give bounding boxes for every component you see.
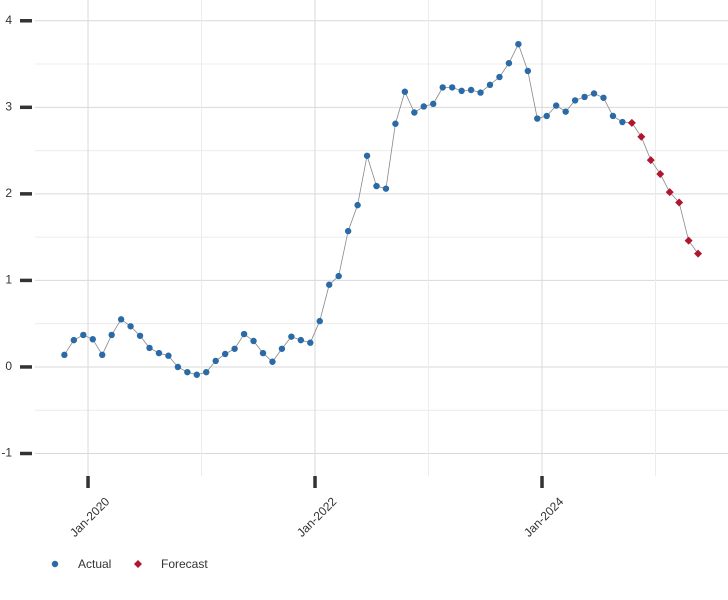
point	[572, 97, 578, 103]
legend-label: Actual	[78, 557, 111, 571]
point	[685, 237, 693, 245]
point	[694, 250, 702, 258]
point	[544, 113, 550, 119]
point	[364, 153, 370, 159]
point	[656, 170, 664, 178]
point	[175, 364, 181, 370]
x-tick-label: Jan-2022	[294, 494, 340, 540]
point	[392, 121, 398, 127]
point	[506, 60, 512, 66]
point	[307, 340, 313, 346]
y-tick-label: -1	[1, 446, 12, 460]
point	[203, 369, 209, 375]
y-tick-label: 0	[5, 359, 12, 373]
point	[90, 336, 96, 342]
point	[515, 41, 521, 47]
x-tick-label: Jan-2020	[67, 494, 113, 540]
point	[637, 133, 645, 141]
point	[647, 156, 655, 164]
point	[411, 109, 417, 115]
point	[534, 115, 540, 121]
point	[260, 350, 266, 356]
point	[165, 353, 171, 359]
series-line	[632, 123, 698, 254]
point	[146, 345, 152, 351]
point	[600, 95, 606, 101]
point	[525, 68, 531, 74]
point	[458, 88, 464, 94]
point	[222, 351, 228, 357]
point	[269, 359, 275, 365]
point	[354, 202, 360, 208]
y-tick-label: 1	[5, 273, 12, 287]
point	[487, 82, 493, 88]
point	[628, 119, 636, 127]
point	[231, 346, 237, 352]
point	[581, 94, 587, 100]
point	[553, 102, 559, 108]
point	[468, 87, 474, 93]
point	[184, 369, 190, 375]
point	[345, 228, 351, 234]
point	[279, 346, 285, 352]
point	[194, 372, 200, 378]
page: -1 0 1 2 3 4 Jan-2020 Jan-2022 Jan-2024 Actual For…	[0, 0, 728, 600]
point	[562, 108, 568, 114]
point	[326, 282, 332, 288]
legend-marker	[52, 561, 58, 567]
legend-label: Forecast	[161, 557, 208, 571]
point	[402, 89, 408, 95]
x-tick-label: Jan-2024	[521, 494, 567, 540]
point	[298, 337, 304, 343]
point	[619, 119, 625, 125]
legend-item: Forecast	[134, 557, 208, 571]
point	[127, 323, 133, 329]
point	[317, 318, 323, 324]
series-line	[64, 44, 622, 375]
point	[137, 333, 143, 339]
legend-marker	[134, 560, 142, 568]
point	[156, 350, 162, 356]
point	[449, 84, 455, 90]
point	[213, 358, 219, 364]
point	[61, 352, 67, 358]
y-tick-label: 4	[5, 13, 12, 27]
point	[373, 183, 379, 189]
point	[496, 74, 502, 80]
point	[591, 90, 597, 96]
point	[383, 185, 389, 191]
point	[288, 333, 294, 339]
point	[440, 84, 446, 90]
point	[477, 89, 483, 95]
point	[250, 338, 256, 344]
point	[99, 352, 105, 358]
point	[241, 331, 247, 337]
chart: -1 0 1 2 3 4 Jan-2020 Jan-2022 Jan-2024 Actual For…	[0, 0, 728, 600]
point	[71, 337, 77, 343]
point	[108, 332, 114, 338]
point	[430, 101, 436, 107]
point	[80, 332, 86, 338]
legend-item: Actual	[52, 557, 112, 571]
y-tick-label: 3	[5, 99, 12, 113]
y-tick-label: 2	[5, 186, 12, 200]
point	[118, 316, 124, 322]
point	[610, 113, 616, 119]
point	[421, 103, 427, 109]
point	[335, 273, 341, 279]
